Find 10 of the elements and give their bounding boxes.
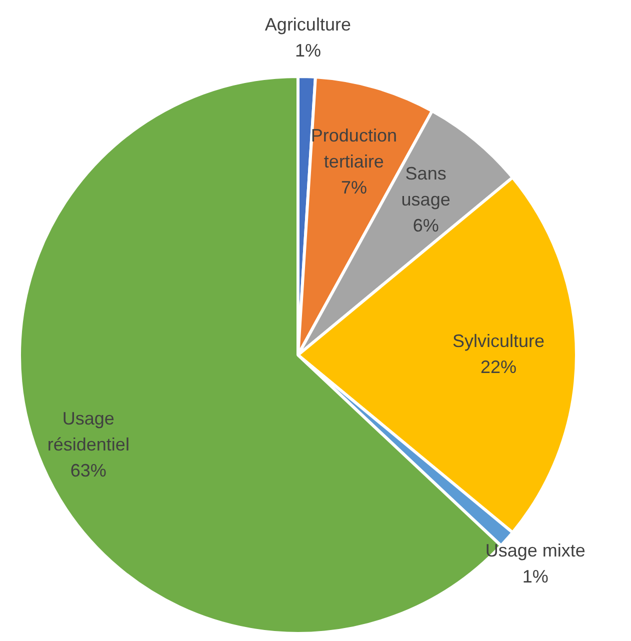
data-label: 22%	[480, 356, 517, 377]
data-label: 7%	[340, 177, 367, 198]
slice-label: Sylviculture	[452, 330, 545, 351]
slice-label: Agriculture	[264, 14, 351, 35]
data-label: 1%	[522, 566, 548, 586]
data-label: 6%	[412, 215, 439, 236]
slice-label: Sans usage	[401, 163, 450, 210]
data-label: 1%	[294, 40, 321, 61]
data-label: 63%	[70, 460, 106, 481]
slice-label: Usage résidentiel	[47, 408, 130, 455]
